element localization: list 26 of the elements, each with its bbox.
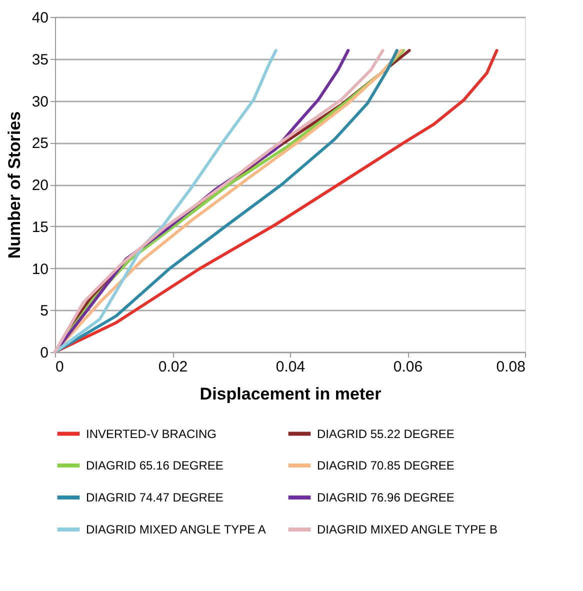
y-axis-title: Number of Stories <box>4 111 24 259</box>
line-series <box>54 49 498 354</box>
y-tick-label: 20 <box>32 177 48 194</box>
y-tick-label: 5 <box>40 302 48 320</box>
y-tick-label: 10 <box>32 260 48 278</box>
legend-label: INVERTED-V BRACING <box>86 426 216 441</box>
y-tick-label: 15 <box>32 218 48 236</box>
y-tick-label: 30 <box>32 93 48 110</box>
legend-label: DIAGRID 55.22 DEGREE <box>317 426 454 441</box>
x-tick-label: 0.06 <box>393 358 423 376</box>
line-series <box>54 49 278 354</box>
legend-label: DIAGRID 70.85 DEGREE <box>317 458 454 472</box>
x-tick-label: 0.02 <box>158 358 188 376</box>
legend-label: DIAGRID 65.16 DEGREE <box>86 458 224 472</box>
x-tick-label: 0.04 <box>276 358 306 376</box>
legend-label: DIAGRID MIXED ANGLE TYPE A <box>86 522 266 536</box>
y-tick-label: 35 <box>32 51 48 68</box>
legend-label: DIAGRID 76.96 DEGREE <box>317 490 454 504</box>
x-tick-label: 0.08 <box>496 358 526 376</box>
legend-label: DIAGRID 74.47 DEGREE <box>86 490 224 504</box>
legend-label: DIAGRID MIXED ANGLE TYPE B <box>317 522 498 536</box>
y-tick-label: 0 <box>40 344 48 362</box>
x-tick-label: 0 <box>56 358 64 376</box>
y-tick-label: 40 <box>32 10 48 26</box>
x-axis-title: Displacement in meter <box>200 384 382 404</box>
y-tick-label: 25 <box>32 135 48 152</box>
